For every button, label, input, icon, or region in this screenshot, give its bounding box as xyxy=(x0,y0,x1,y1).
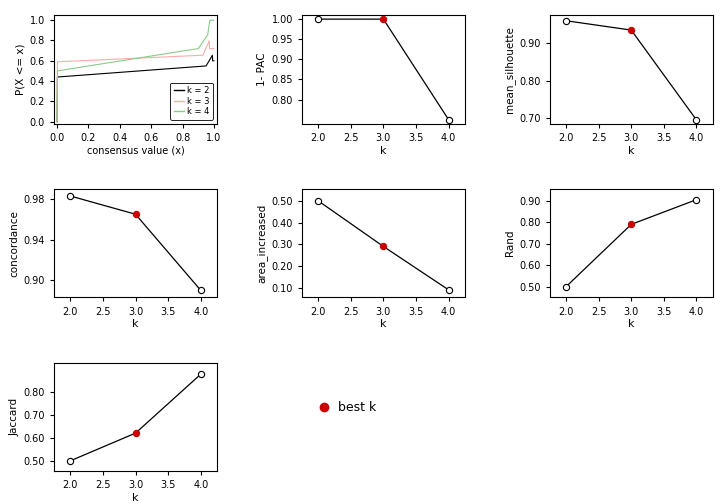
Y-axis label: 1- PAC: 1- PAC xyxy=(257,52,267,86)
Y-axis label: P(X <= x): P(X <= x) xyxy=(15,44,25,95)
Y-axis label: Rand: Rand xyxy=(505,230,515,257)
Y-axis label: area_increased: area_increased xyxy=(256,204,267,283)
Legend: k = 2, k = 3, k = 4: k = 2, k = 3, k = 4 xyxy=(171,83,213,119)
X-axis label: k: k xyxy=(132,493,139,503)
Y-axis label: concordance: concordance xyxy=(9,210,19,277)
Y-axis label: Jaccard: Jaccard xyxy=(9,398,19,436)
X-axis label: k: k xyxy=(628,146,634,156)
Legend:  best k: best k xyxy=(316,396,381,419)
X-axis label: k: k xyxy=(628,320,634,329)
X-axis label: k: k xyxy=(132,320,139,329)
X-axis label: consensus value (x): consensus value (x) xyxy=(86,146,184,156)
X-axis label: k: k xyxy=(380,320,387,329)
X-axis label: k: k xyxy=(380,146,387,156)
Y-axis label: mean_silhouette: mean_silhouette xyxy=(504,26,515,113)
